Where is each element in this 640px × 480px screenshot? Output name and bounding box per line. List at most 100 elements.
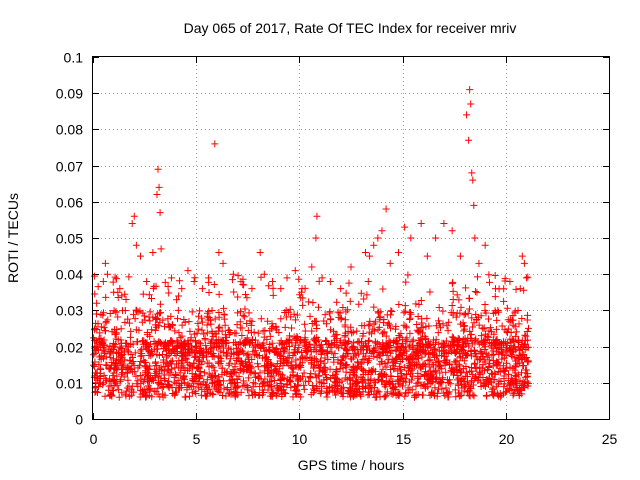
data-point (265, 369, 273, 377)
data-point (156, 318, 164, 326)
data-point (283, 381, 291, 389)
data-point (194, 325, 202, 333)
data-point (466, 86, 474, 94)
data-point (366, 252, 374, 260)
data-point (500, 367, 508, 375)
data-point (471, 346, 479, 354)
data-point (507, 379, 515, 387)
data-point (117, 336, 125, 344)
data-point (198, 326, 206, 334)
data-point (349, 370, 357, 378)
y-axis-title: ROTI / TECUs (5, 193, 21, 283)
data-point (451, 386, 459, 394)
data-point (515, 320, 523, 328)
data-point (237, 388, 245, 396)
data-point (391, 325, 399, 333)
data-point (219, 377, 227, 385)
data-point (210, 383, 218, 391)
data-point (94, 376, 102, 384)
data-point (252, 350, 260, 358)
data-point (512, 379, 520, 387)
data-point (499, 348, 507, 356)
data-point (260, 389, 268, 397)
data-point (308, 327, 316, 335)
data-point (442, 384, 450, 392)
data-point (201, 336, 209, 344)
data-point (502, 344, 510, 352)
data-point (475, 373, 483, 381)
data-point (471, 287, 479, 295)
data-point (143, 277, 151, 285)
data-point (506, 363, 514, 371)
data-point (140, 356, 148, 364)
data-point (101, 392, 109, 400)
data-point (118, 292, 126, 300)
data-point (205, 385, 213, 393)
data-point (422, 341, 430, 349)
data-point (227, 379, 235, 387)
data-point (173, 341, 181, 349)
data-point (275, 370, 283, 378)
data-point (479, 341, 487, 349)
data-point (450, 336, 458, 344)
data-point (388, 307, 396, 315)
data-point (155, 322, 163, 330)
data-point (367, 385, 375, 393)
data-point (226, 372, 234, 380)
data-point (485, 356, 493, 364)
data-point (472, 349, 480, 357)
data-point (315, 378, 323, 386)
data-point (497, 339, 505, 347)
data-point (278, 393, 286, 401)
data-point (98, 323, 106, 331)
data-point (343, 361, 351, 369)
data-point (164, 282, 172, 290)
data-point (161, 278, 169, 286)
x-tick-label: 25 (602, 431, 618, 447)
data-point (506, 316, 514, 324)
data-point (109, 342, 117, 350)
data-point (295, 275, 303, 283)
data-point (353, 386, 361, 394)
data-point (318, 274, 326, 282)
data-point (515, 391, 523, 399)
data-point (286, 305, 294, 313)
data-point (208, 329, 216, 337)
data-point (202, 342, 210, 350)
data-point (453, 376, 461, 384)
data-point (472, 335, 480, 343)
data-point (178, 362, 186, 370)
data-point (467, 347, 475, 355)
data-point (167, 369, 175, 377)
data-point (242, 290, 250, 298)
data-point (117, 357, 125, 365)
data-point (96, 373, 104, 381)
data-point (514, 355, 522, 363)
data-point (512, 328, 520, 336)
data-point (516, 285, 524, 293)
data-point (413, 359, 421, 367)
data-point (354, 338, 362, 346)
data-point (292, 316, 300, 324)
data-point (254, 374, 262, 382)
data-point (520, 341, 528, 349)
data-point (330, 332, 338, 340)
data-point (99, 381, 107, 389)
data-point (248, 387, 256, 395)
data-point (220, 304, 228, 312)
data-point (389, 358, 397, 366)
data-point (323, 393, 331, 401)
data-point (241, 305, 249, 313)
data-point (222, 336, 230, 344)
data-point (305, 378, 313, 386)
data-point (293, 386, 301, 394)
data-point (441, 353, 449, 361)
data-point (209, 332, 217, 340)
x-tick-label: 10 (292, 431, 308, 447)
data-point (503, 359, 511, 367)
data-point (387, 390, 395, 398)
data-point (111, 273, 119, 281)
data-point (165, 323, 173, 331)
data-point (113, 381, 121, 389)
data-point (339, 304, 347, 312)
